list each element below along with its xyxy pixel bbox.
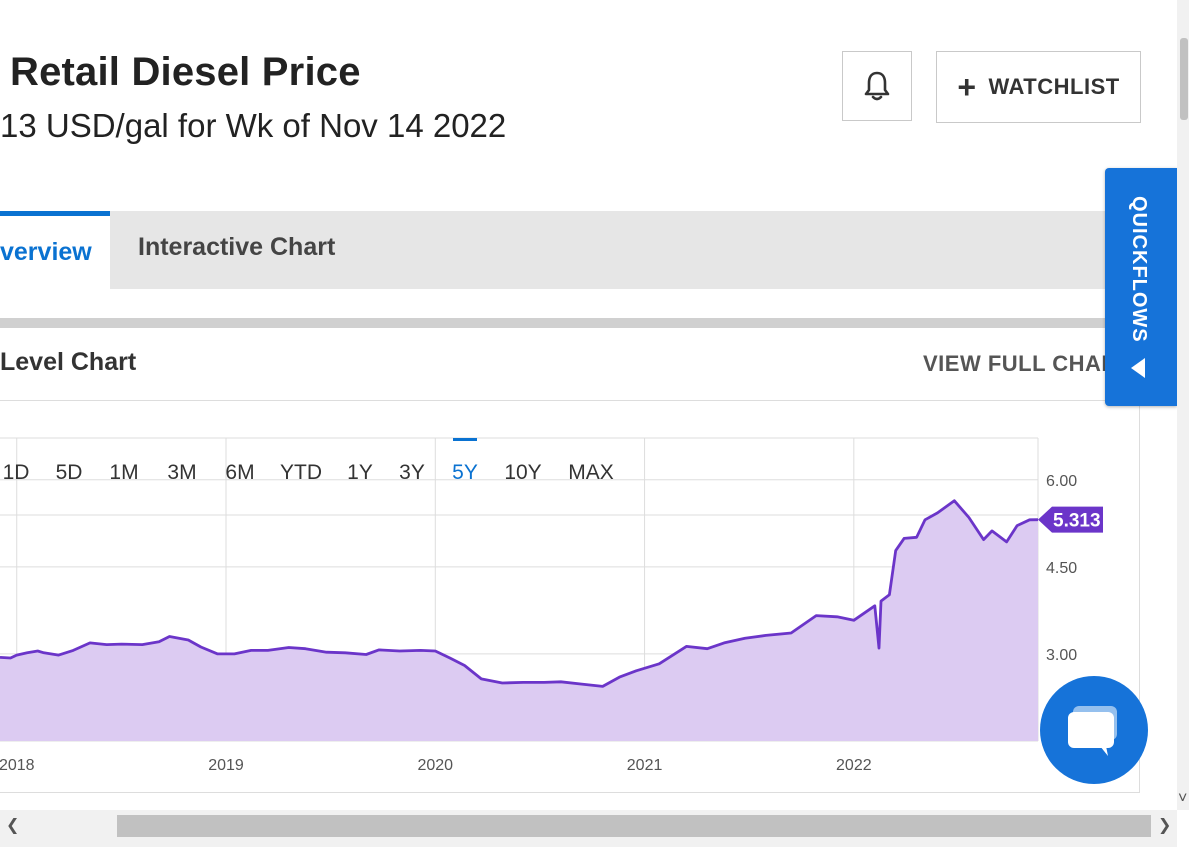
horizontal-scroll-thumb[interactable] [117,815,1151,837]
range-button-10y[interactable]: 10Y [504,461,541,484]
alert-button[interactable] [842,51,912,121]
section-divider [0,318,1110,328]
x-tick-label: 2021 [627,757,663,774]
x-tick-label: 2022 [836,757,872,774]
x-tick-label: 2018 [0,757,35,774]
range-button-6m[interactable]: 6M [225,461,254,484]
chart-panel-border-right [1139,400,1140,793]
quickflows-panel-toggle[interactable]: QUICKFLOWS [1105,168,1177,406]
tab-bar [0,211,1110,289]
vertical-scroll-thumb[interactable] [1180,38,1188,120]
range-active-indicator [453,438,477,441]
range-button-ytd[interactable]: YTD [280,461,322,484]
range-button-1y[interactable]: 1Y [347,461,373,484]
last-value-badge [1038,506,1103,533]
plus-icon: + [957,69,977,105]
price-subtitle: 13 USD/gal for Wk of Nov 14 2022 [0,107,507,144]
view-full-chart-link[interactable]: VIEW FULL CHAR [923,351,1105,376]
quickflows-label: QUICKFLOWS [1128,196,1150,343]
chat-button[interactable] [1040,676,1148,784]
chat-bubble-icon [1068,706,1117,756]
range-button-max[interactable]: MAX [568,461,614,484]
x-tick-label: 2019 [208,757,244,774]
series-line [0,499,1039,688]
chart-panel-border-top [0,400,1140,401]
scroll-left-arrow-icon[interactable]: ❮ [6,817,20,834]
tab-overview-label: verview [0,238,92,266]
range-button-1d[interactable]: 1D [3,461,30,484]
y-tick-label: 4.50 [1046,560,1077,577]
last-value-label: 5.313 [1053,511,1101,532]
tab-overview[interactable]: verview [0,211,110,289]
bell-icon [864,71,890,101]
range-button-3y[interactable]: 3Y [399,461,425,484]
range-button-5y[interactable]: 5Y [452,461,478,484]
range-button-5d[interactable]: 5D [56,461,83,484]
range-button-3m[interactable]: 3M [167,461,196,484]
series-area [0,500,1038,741]
section-title: Level Chart [0,348,137,376]
watchlist-button[interactable]: + WATCHLIST [936,51,1141,123]
scroll-down-arrow-icon[interactable]: ˅ [1178,790,1188,807]
scroll-right-arrow-icon[interactable]: ❯ [1158,817,1172,834]
x-tick-label: 2020 [417,757,453,774]
chart-panel-border-bottom [0,792,1140,793]
y-tick-label: 3.00 [1046,647,1077,664]
range-button-1m[interactable]: 1M [109,461,138,484]
page-title: Retail Diesel Price [10,50,361,94]
tab-interactive-chart[interactable]: Interactive Chart [138,233,336,261]
watchlist-label: WATCHLIST [988,74,1120,99]
y-tick-label: 6.00 [1046,473,1077,490]
vertical-scrollbar[interactable] [1177,0,1189,810]
caret-left-icon [1131,358,1145,378]
